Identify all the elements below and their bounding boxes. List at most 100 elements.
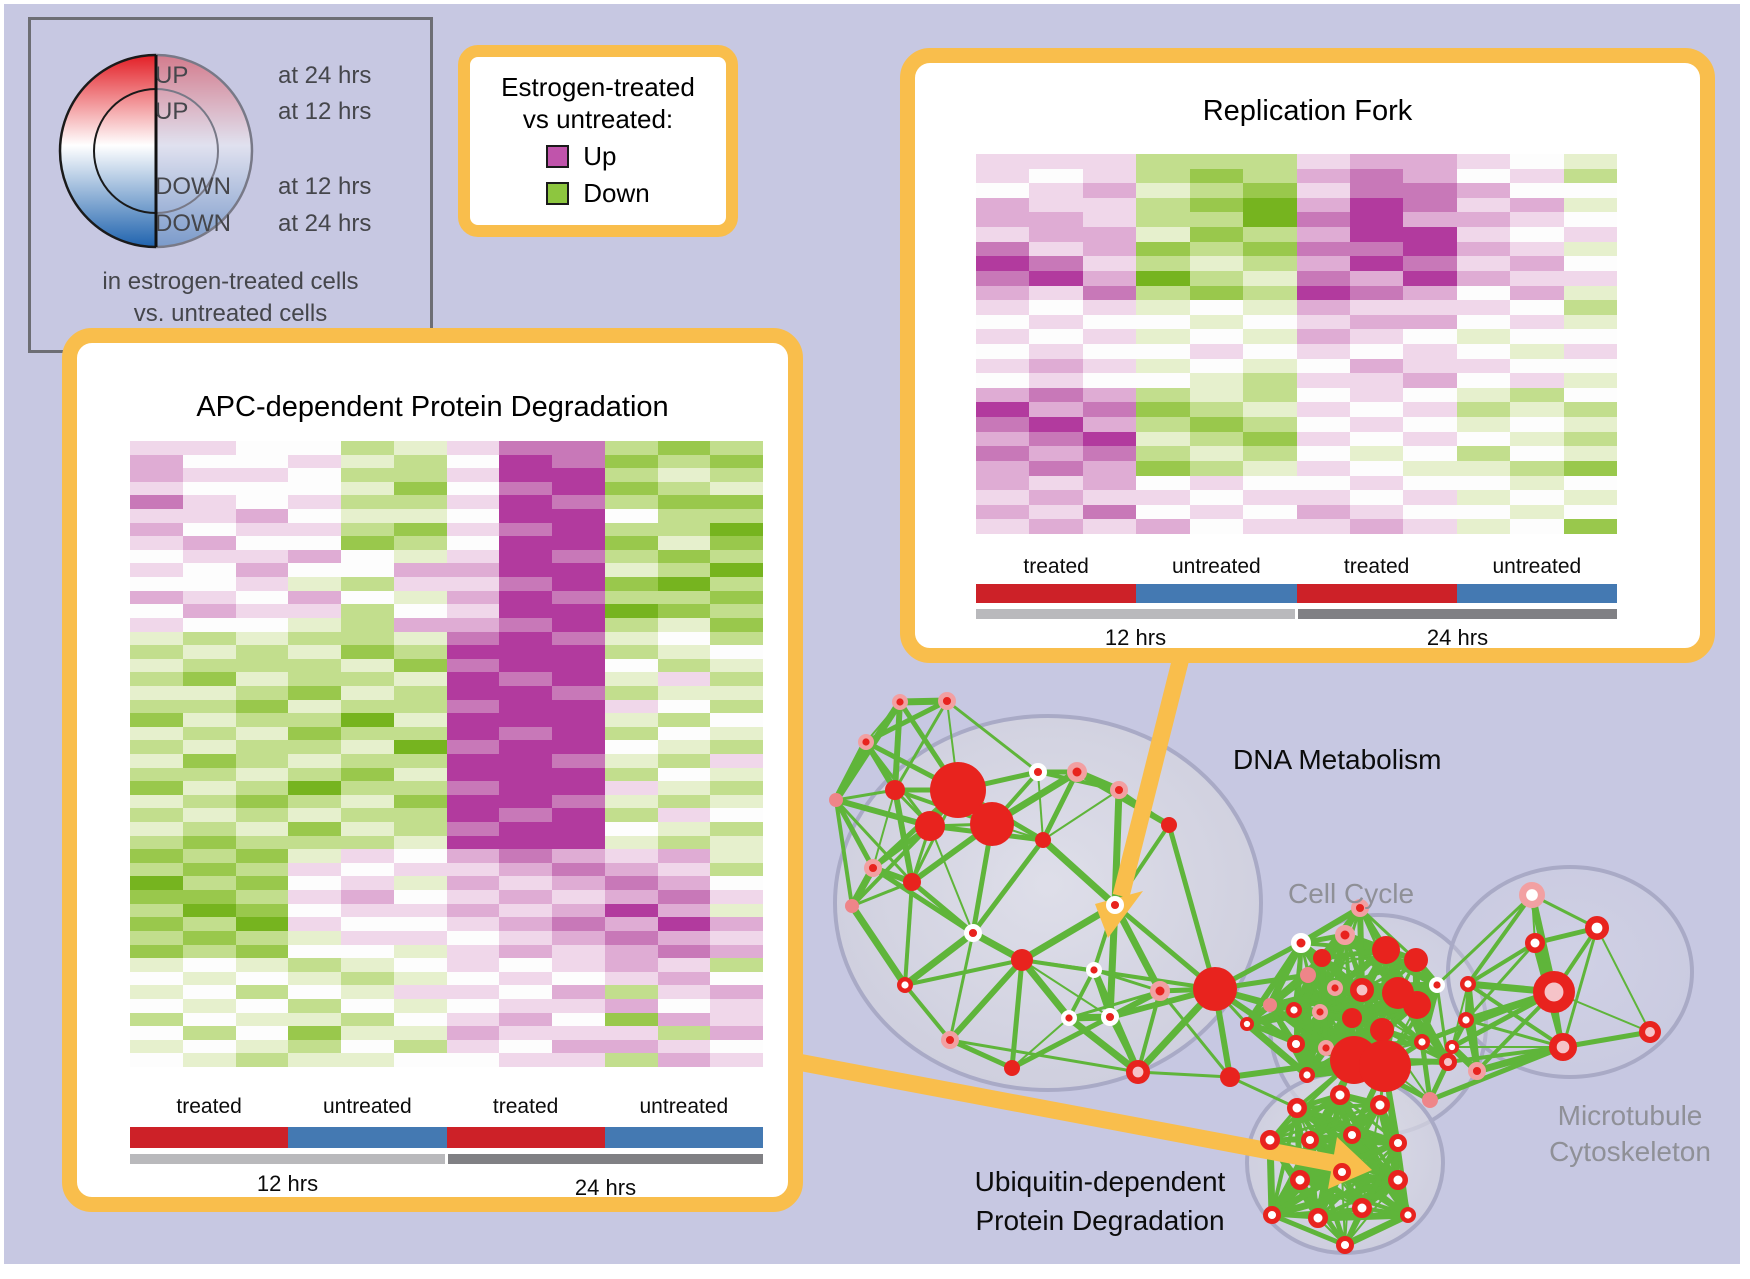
heatmap-cell [1189,490,1244,505]
heatmap-cell [499,1026,552,1040]
heatmap-cell [341,1039,394,1054]
heatmap-cell [657,822,711,836]
network-edge [1269,986,1363,1009]
node-white-ring [1100,1007,1119,1026]
color-legend-box: Estrogen-treated vs untreated: Up Down [458,45,738,237]
heatmap-cell [499,699,552,714]
heatmap-cell [552,685,605,700]
heatmap-cell [1243,519,1297,534]
heatmap-cell [1243,168,1297,184]
heatmap-cell [552,781,605,795]
heatmap-cell [499,822,552,836]
heatmap-cell [393,604,447,618]
heatmap-cell [235,577,289,591]
node-pink-ring [1335,925,1355,945]
heatmap-cell [446,549,500,564]
heatmap-cell [499,876,552,891]
heatmap-cell [1563,256,1617,271]
heatmap-cell [1243,460,1297,476]
heatmap-cell [657,468,711,482]
heatmap-cell [393,1053,447,1067]
heatmap-cell [1136,358,1190,374]
heatmap-cell [341,1053,394,1067]
heatmap-cell [710,985,763,999]
heatmap-cell [1029,358,1083,374]
heatmap-cell [1189,402,1244,418]
heatmap-cell [1349,446,1404,461]
heatmap-cell [446,590,500,605]
heatmap-cell [1456,197,1511,213]
node-pink-center [1639,1021,1662,1044]
apc-12hrs-label: 12 hrs [256,1171,319,1196]
node-pink-ring [1317,1039,1334,1056]
heatmap-cell [1510,431,1564,447]
heatmap-cell [552,481,605,496]
heatmap-cell [552,998,605,1013]
heatmap-cell [1456,154,1511,169]
node-solid-red [1370,1018,1394,1042]
heatmap-cell [1403,358,1457,374]
heatmap-cell [1082,358,1137,374]
heatmap-cell [1189,344,1244,359]
heatmap-cell [499,658,552,673]
network-edge [872,789,896,869]
heatmap-cell [1029,519,1083,534]
heatmap-cell [604,658,658,673]
heatmap-cell [1456,256,1511,271]
heatmap-cell [130,495,183,510]
network-edge [864,698,949,745]
heatmap-cell [1189,431,1244,447]
network-edge [903,881,914,986]
heatmap-cell [499,1012,552,1027]
node-white-center [1290,1170,1310,1190]
heatmap-cell [552,740,605,754]
heatmap-cell [552,454,605,469]
up-label: Up [583,141,617,171]
heatmap-cell [1029,168,1083,184]
heatmap-cell [235,971,289,986]
heatmap-cell [1189,212,1244,228]
heatmap-cell [710,917,763,931]
heatmap-cell [341,767,394,782]
heatmap-cell [341,862,394,877]
heatmap-cell [710,740,763,754]
heatmap-cell [1243,417,1297,432]
network-edge [948,932,975,1041]
node-pink-ring [892,694,909,711]
network-edge [1075,769,1171,828]
node-white-center [1300,1130,1319,1149]
heatmap-cell [235,794,289,809]
heatmap-cell [182,468,236,482]
heatmap-cell [552,754,605,768]
heatmap-cell [552,617,605,632]
heatmap-cell [1029,329,1083,344]
treated-bar [130,1127,289,1148]
heatmap-cell [710,726,763,741]
heatmap-cell [1563,212,1617,228]
apc-panel-title: APC-dependent Protein Degradation [196,391,669,423]
heatmap-cell [1510,212,1564,228]
node-pink-ring [940,1030,959,1049]
heatmap-cell [1189,314,1244,330]
heatmap-cell [552,822,605,836]
heatmap-cell [288,944,341,959]
heatmap-cell [499,454,552,469]
heatmap-cell [1243,227,1297,242]
heatmap-cell [1456,431,1511,447]
heatmap-cell [130,549,183,564]
heatmap-cell [446,509,500,523]
heatmap-cell [288,754,341,768]
heatmap-cell [710,604,763,618]
heatmap-cell [604,767,658,782]
heatmap-cell [604,549,658,564]
heatmap-cell [235,998,289,1013]
heatmap-cell [1082,460,1137,476]
heatmap-cell [182,509,236,523]
heatmap-cell [341,563,394,578]
heatmap-cell [1510,519,1564,534]
heatmap-cell [1349,475,1404,491]
heatmap-cell [393,454,447,469]
heatmap-cell [341,685,394,700]
heatmap-cell [552,971,605,986]
heatmap-cell [657,1039,711,1054]
